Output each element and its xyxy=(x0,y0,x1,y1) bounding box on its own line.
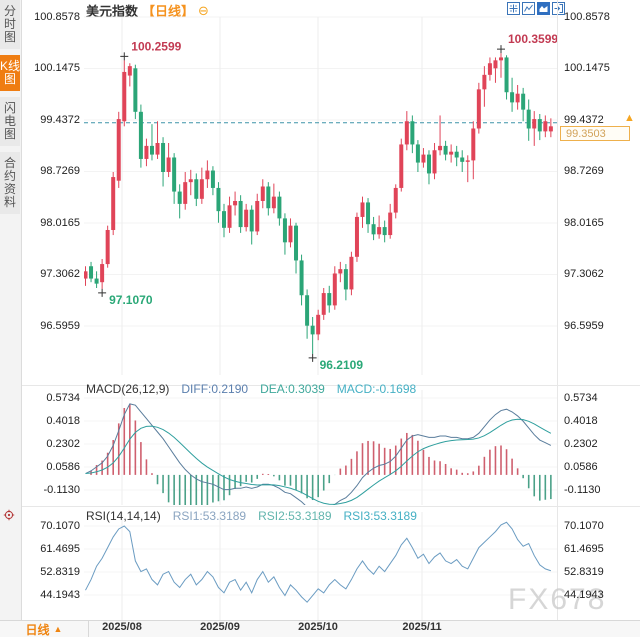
macd-header: MACD(26,12,9) DIFF:0.2190 DEA:0.3039 MAC… xyxy=(86,382,416,396)
panel-separator xyxy=(22,506,640,507)
svg-text:100.2599: 100.2599 xyxy=(131,39,181,53)
x-axis-label: 2025/10 xyxy=(298,621,338,633)
macd-layer xyxy=(85,403,552,505)
main-y-label-left: 100.8578 xyxy=(34,11,80,23)
crosshair-icon[interactable] xyxy=(507,2,520,15)
panel-separator xyxy=(22,385,640,386)
macd-title: MACD(26,12,9) xyxy=(86,382,170,396)
chart-header: 美元指数 【日线】 ⊖ xyxy=(86,2,209,19)
main-y-label-left: 97.3062 xyxy=(40,268,80,281)
rsi1-value: RSI1:53.3189 xyxy=(172,509,247,523)
x-axis-label: 2025/11 xyxy=(402,621,442,633)
sidebar: 分时图 K线图闪电图合约资料 xyxy=(0,0,22,620)
period-selector-label: 日线 xyxy=(25,622,50,637)
period-selector[interactable]: 日线 ▲ xyxy=(0,621,89,637)
rsi-y-label-right: 44.1943 xyxy=(564,589,604,601)
rsi-line xyxy=(85,521,552,603)
sidebar-tab-3[interactable]: 闪电图 xyxy=(0,97,20,146)
sidebar-tab-1[interactable]: 分时图 xyxy=(0,0,20,49)
collapse-icon[interactable]: ⊖ xyxy=(198,2,209,18)
main-y-label-right: 100.8578 xyxy=(564,11,610,23)
macd-y-label-right: 0.0586 xyxy=(564,461,598,474)
price-up-arrow: ▲ xyxy=(624,112,635,124)
rsi-y-label-left: 61.4695 xyxy=(40,543,80,555)
macd-dea-line xyxy=(85,418,552,505)
rsi-title: RSI(14,14,14) xyxy=(86,509,161,523)
sidebar-tab-2[interactable]: K线图 xyxy=(0,55,20,91)
indicator-settings-icon[interactable] xyxy=(3,509,15,521)
macd-y-label-left: 0.4018 xyxy=(46,415,80,428)
main-y-label-left: 100.1475 xyxy=(34,62,80,75)
price-annotation: 100.2599 xyxy=(120,39,182,61)
footer-bar: 日线 ▲ xyxy=(0,620,640,637)
svg-text:96.2109: 96.2109 xyxy=(320,358,364,372)
main-y-label-left: 98.0165 xyxy=(40,216,80,229)
rsi3-value: RSI3:53.3189 xyxy=(343,509,417,523)
candles-layer xyxy=(84,53,553,354)
svg-text:100.3599: 100.3599 xyxy=(508,32,558,46)
macd-dea-value: DEA:0.3039 xyxy=(260,382,325,396)
svg-text:97.1070: 97.1070 xyxy=(109,293,153,307)
macd-diff-value: DIFF:0.2190 xyxy=(181,382,249,396)
rsi-y-label-right: 52.8319 xyxy=(564,566,604,578)
main-y-label-right: 96.5959 xyxy=(564,319,604,332)
main-y-label-left: 98.7269 xyxy=(40,165,80,178)
main-y-label-right: 98.0165 xyxy=(564,216,604,229)
macd-y-label-right: -0.1130 xyxy=(564,484,601,497)
macd-y-label-right: 0.5734 xyxy=(564,392,598,405)
line-chart-icon[interactable] xyxy=(522,2,535,15)
macd-y-label-right: 0.4018 xyxy=(564,415,598,428)
macd-y-label-right: 0.2302 xyxy=(564,438,598,451)
x-axis-label: 2025/09 xyxy=(200,621,240,633)
instrument-title: 美元指数 xyxy=(86,3,139,19)
chevron-up-icon: ▲ xyxy=(53,624,63,634)
rsi-y-label-left: 52.8319 xyxy=(40,566,80,578)
period-tag: 【日线】 xyxy=(142,3,195,19)
price-annotation: 96.2109 xyxy=(308,353,364,372)
price-annotation: 97.1070 xyxy=(98,288,153,307)
x-axis-label: 2025/08 xyxy=(102,621,142,633)
macd-diff-line xyxy=(85,403,552,505)
exit-fullscreen-icon[interactable] xyxy=(552,2,565,15)
main-y-label-left: 99.4372 xyxy=(40,113,80,126)
rsi2-value: RSI2:53.3189 xyxy=(258,509,332,523)
chart-toolbar xyxy=(507,2,565,15)
area-chart-icon[interactable] xyxy=(537,2,550,15)
macd-y-label-left: -0.1130 xyxy=(43,484,81,497)
macd-y-label-left: 0.5734 xyxy=(46,392,80,405)
macd-y-label-left: 0.2302 xyxy=(46,438,80,451)
rsi-header: RSI(14,14,14) RSI1:53.3189 RSI2:53.3189 … xyxy=(86,509,417,523)
macd-macd-value: MACD:-0.1698 xyxy=(336,382,417,396)
rsi-y-label-left: 70.1070 xyxy=(40,520,80,532)
grid-layer xyxy=(84,16,557,620)
current-price-box: 99.3503 xyxy=(560,126,630,141)
price-annotation: 100.3599 xyxy=(497,32,558,54)
main-y-label-right: 100.1475 xyxy=(564,62,610,75)
sidebar-tab-4[interactable]: 合约资料 xyxy=(0,152,20,214)
main-y-label-right: 98.7269 xyxy=(564,165,604,178)
axis-separator xyxy=(557,0,558,620)
main-y-label-right: 99.4372 xyxy=(564,113,604,126)
main-y-label-right: 97.3062 xyxy=(564,268,604,281)
main-y-label-left: 96.5959 xyxy=(40,319,80,332)
rsi-y-label-right: 70.1070 xyxy=(564,520,604,532)
rsi-y-label-left: 44.1943 xyxy=(40,589,80,601)
watermark: FX678 xyxy=(508,583,607,616)
rsi-y-label-right: 61.4695 xyxy=(564,543,604,555)
rsi-layer xyxy=(85,521,552,603)
macd-y-label-left: 0.0586 xyxy=(46,461,80,474)
